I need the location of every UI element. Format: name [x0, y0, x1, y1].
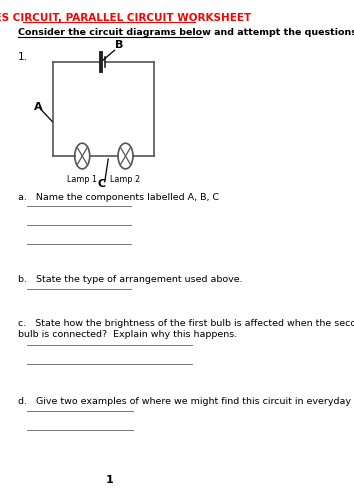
Text: b.   State the type of arrangement used above.: b. State the type of arrangement used ab… [18, 274, 242, 283]
Text: Lamp 2: Lamp 2 [110, 175, 141, 184]
Text: a.   Name the components labelled A, B, C: a. Name the components labelled A, B, C [18, 192, 219, 202]
Text: 1.: 1. [18, 52, 28, 62]
Text: Consider the circuit diagrams below and attempt the questions that follow: Consider the circuit diagrams below and … [18, 28, 354, 38]
Text: SERIES CIRCUIT, PARALLEL CIRCUIT WORKSHEET: SERIES CIRCUIT, PARALLEL CIRCUIT WORKSHE… [0, 12, 251, 22]
Text: c.   State how the brightness of the first bulb is affected when the second: c. State how the brightness of the first… [18, 319, 354, 328]
Text: bulb is connected?  Explain why this happens.: bulb is connected? Explain why this happ… [18, 330, 237, 339]
Text: C: C [97, 179, 105, 189]
Text: B: B [115, 40, 124, 50]
Text: d.   Give two examples of where we might find this circuit in everyday life.: d. Give two examples of where we might f… [18, 398, 354, 406]
Text: A: A [34, 102, 42, 112]
Text: 1: 1 [105, 476, 113, 486]
Text: Lamp 1: Lamp 1 [67, 175, 97, 184]
